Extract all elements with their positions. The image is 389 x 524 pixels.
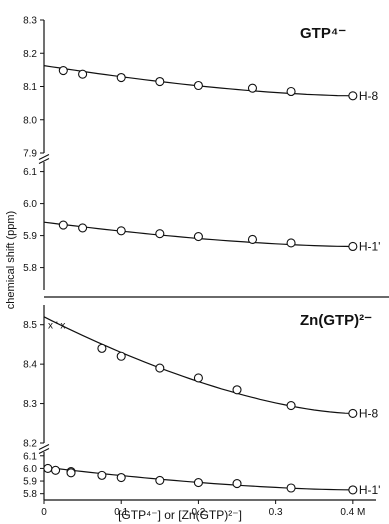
data-point	[193, 373, 203, 383]
data-point	[348, 408, 358, 418]
y-tick-label: 8.5	[23, 320, 37, 331]
y-tick-label: 7.9	[23, 149, 37, 160]
data-point	[58, 220, 68, 230]
axis-break-mark	[38, 444, 50, 454]
x-axis-label: [GTP⁴⁻] or [Zn(GTP)²⁻]	[118, 508, 242, 522]
y-tick-label: 8.3	[23, 399, 37, 410]
data-point	[232, 479, 242, 489]
series-label: H-8	[359, 406, 379, 420]
panel-title: Zn(GTP)²⁻	[300, 312, 372, 329]
data-point	[286, 86, 296, 97]
y-tick-label: 6.1	[23, 451, 37, 462]
y-tick-label: 6.0	[23, 199, 37, 210]
x-tick-label: 0.1	[114, 507, 128, 518]
data-point	[155, 229, 165, 239]
data-point	[286, 400, 296, 411]
data-point	[193, 80, 203, 91]
fit-curve	[43, 316, 353, 414]
data-point	[58, 65, 68, 76]
data-point	[43, 463, 53, 473]
data-point	[51, 465, 61, 475]
x-tick-label: 0.4 M	[340, 507, 365, 518]
data-point	[247, 234, 258, 244]
data-point	[193, 232, 203, 242]
y-tick-label: 6.1	[23, 167, 37, 178]
plot-root: 7.98.08.18.28.3H-85.85.96.06.1H-1'GTP⁴⁻8…	[5, 16, 389, 522]
data-point	[247, 83, 258, 93]
data-point	[78, 69, 88, 79]
y-tick-label: 6.0	[23, 464, 37, 475]
y-tick-label: 8.0	[23, 115, 37, 126]
panel-title: GTP⁴⁻	[300, 25, 346, 42]
y-tick-label: 5.9	[23, 231, 37, 242]
data-point	[348, 485, 358, 495]
data-point	[348, 91, 358, 101]
data-point	[116, 226, 126, 236]
annotation-marks: x ’ x	[48, 321, 65, 332]
data-point	[286, 238, 296, 248]
y-tick-label: 8.2	[23, 49, 37, 60]
fit-curve	[43, 65, 353, 97]
series-label: H-8	[359, 89, 379, 103]
axis-break-mark	[38, 154, 50, 164]
data-point	[348, 241, 358, 252]
y-tick-label: 5.8	[23, 489, 37, 500]
y-axis-label: chemical shift (ppm)	[5, 211, 17, 309]
x-tick-label: 0.3	[269, 507, 283, 518]
series-label: H-1'	[359, 239, 381, 253]
data-point	[66, 468, 76, 478]
y-tick-label: 8.2	[23, 439, 37, 450]
y-tick-label: 5.8	[23, 263, 37, 274]
x-tick-label: 0.2	[191, 507, 205, 518]
data-point	[97, 343, 107, 353]
data-point	[116, 472, 126, 483]
y-tick-label: 5.9	[23, 477, 37, 488]
series-label: H-1'	[359, 483, 381, 497]
data-point	[155, 363, 165, 373]
y-tick-label: 8.1	[23, 82, 37, 93]
x-tick-label: 0	[41, 507, 47, 518]
data-point	[286, 483, 296, 493]
y-tick-label: 8.3	[23, 16, 37, 27]
data-point	[116, 72, 126, 83]
data-point	[97, 470, 107, 480]
data-point	[193, 478, 203, 488]
data-point	[116, 351, 126, 361]
data-point	[155, 76, 165, 87]
data-point	[155, 475, 165, 485]
data-point	[232, 385, 242, 395]
data-point	[78, 223, 88, 233]
y-tick-label: 8.4	[23, 360, 37, 371]
